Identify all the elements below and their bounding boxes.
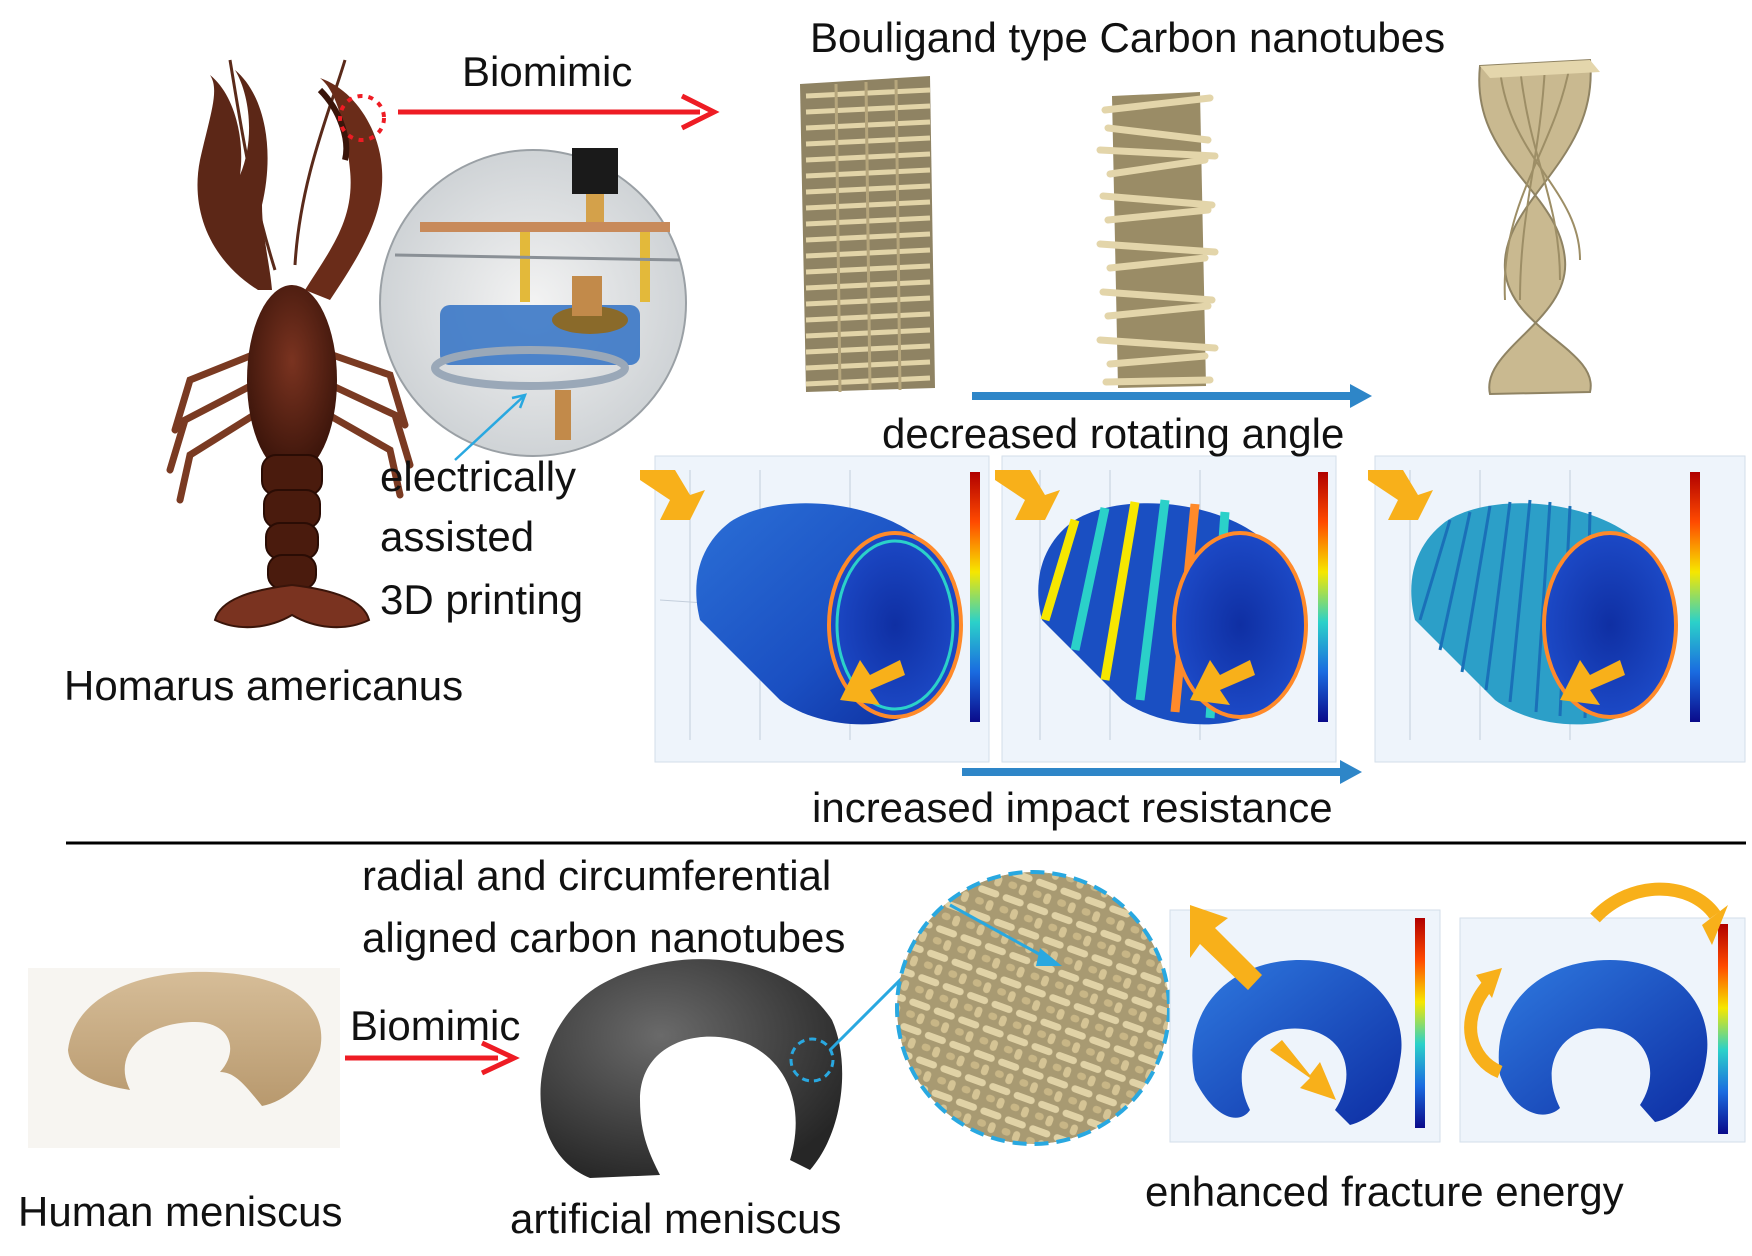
meniscus-image bbox=[28, 968, 340, 1148]
cnt-block-image bbox=[1478, 58, 1600, 396]
rotating-angle-label: decreased rotating angle bbox=[882, 410, 1345, 457]
stress-map-image bbox=[1169, 905, 1441, 1143]
impact-resistance-arrow bbox=[962, 760, 1362, 784]
biomimic-label-bottom: Biomimic bbox=[350, 1002, 521, 1049]
printing-label-line-3: 3D printing bbox=[380, 576, 584, 623]
impact-resistance-label: increased impact resistance bbox=[812, 784, 1333, 831]
biomimic-arrow-bottom bbox=[345, 1040, 520, 1076]
bouligand-title: Bouligand type Carbon nanotubes bbox=[810, 14, 1446, 61]
stress-map-image bbox=[1459, 882, 1746, 1143]
aligned-cnt-label-line-1: radial and circumferential bbox=[362, 852, 832, 899]
human-meniscus-label: Human meniscus bbox=[18, 1188, 343, 1235]
biomimic-arrow-top bbox=[398, 93, 720, 131]
printing-label-line-2: assisted bbox=[380, 513, 535, 560]
printing-label-line-1: electrically bbox=[380, 453, 577, 500]
artificial-meniscus-label: artificial meniscus bbox=[510, 1195, 842, 1242]
stress-map-image bbox=[640, 455, 990, 763]
cnt-block-image bbox=[1096, 92, 1219, 388]
lobster-image bbox=[166, 59, 414, 629]
printer-leader-line bbox=[454, 394, 526, 461]
aligned-cnt-label-line-2: aligned carbon nanotubes bbox=[362, 914, 846, 961]
printer-setup-image bbox=[379, 148, 687, 457]
stress-map-image bbox=[1368, 455, 1746, 763]
stress-map-image bbox=[995, 455, 1337, 763]
aligned-cnt-image bbox=[895, 870, 1171, 1146]
species-label: Homarus americanus bbox=[64, 662, 464, 709]
biomimic-label-top: Biomimic bbox=[462, 48, 633, 95]
fracture-energy-label: enhanced fracture energy bbox=[1145, 1168, 1624, 1215]
meniscus-image bbox=[540, 938, 942, 1178]
rotating-angle-arrow bbox=[972, 384, 1372, 408]
cnt-block-image bbox=[800, 76, 935, 393]
